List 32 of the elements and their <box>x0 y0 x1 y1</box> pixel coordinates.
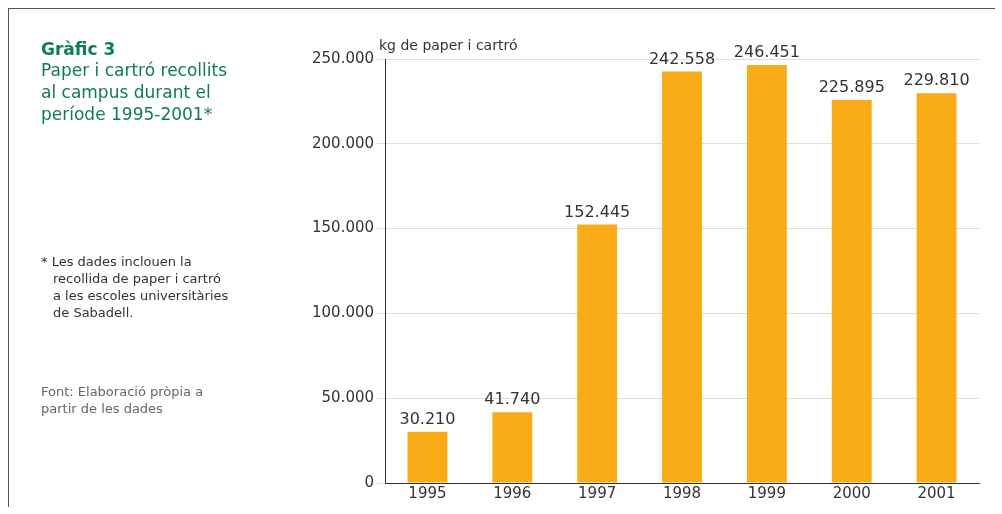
bar <box>831 99 872 483</box>
bar <box>577 224 618 483</box>
data-label: 41.740 <box>484 389 541 409</box>
x-tick-label: 2000 <box>832 483 871 502</box>
text: Font: Elaboració pròpia a partir de les dades <box>41 383 205 417</box>
bar <box>746 65 787 483</box>
data-label: 225.895 <box>818 77 885 97</box>
y-tick-label: 150.000 <box>312 218 375 237</box>
text: * Les dades inclouen la recollida de paper i cartró a les escoles universitàries de Sabadell. <box>41 253 230 321</box>
text: Paper i cartró recollits al campus durant el període 1995-2001* <box>41 59 229 125</box>
y-tick-label: 0 <box>364 472 375 491</box>
y-tick-label: 250.000 <box>312 48 375 67</box>
data-label: 229.810 <box>903 70 970 90</box>
y-tick-label: 200.000 <box>312 133 375 152</box>
bar <box>662 71 702 483</box>
data-label: 242.558 <box>648 48 716 68</box>
bar <box>492 412 533 483</box>
x-tick-label: 1997 <box>578 483 617 502</box>
x-tick-label: 2001 <box>917 483 956 502</box>
data-label: 30.210 <box>399 408 456 428</box>
y-tick-label: 100.000 <box>312 303 375 322</box>
data-label: 246.451 <box>733 42 800 62</box>
data-label: 152.445 <box>564 201 631 221</box>
bar <box>407 431 448 483</box>
x-tick-label: 1998 <box>662 483 702 502</box>
y-axis-title: kg de paper i cartró <box>379 37 518 53</box>
text: Gràfic 3 <box>41 39 117 59</box>
x-tick-label: 1999 <box>747 483 786 502</box>
x-tick-label: 1995 <box>408 483 447 502</box>
y-tick-label: 50.000 <box>321 388 375 407</box>
x-tick-label: 1996 <box>493 483 532 502</box>
bar <box>916 93 957 483</box>
